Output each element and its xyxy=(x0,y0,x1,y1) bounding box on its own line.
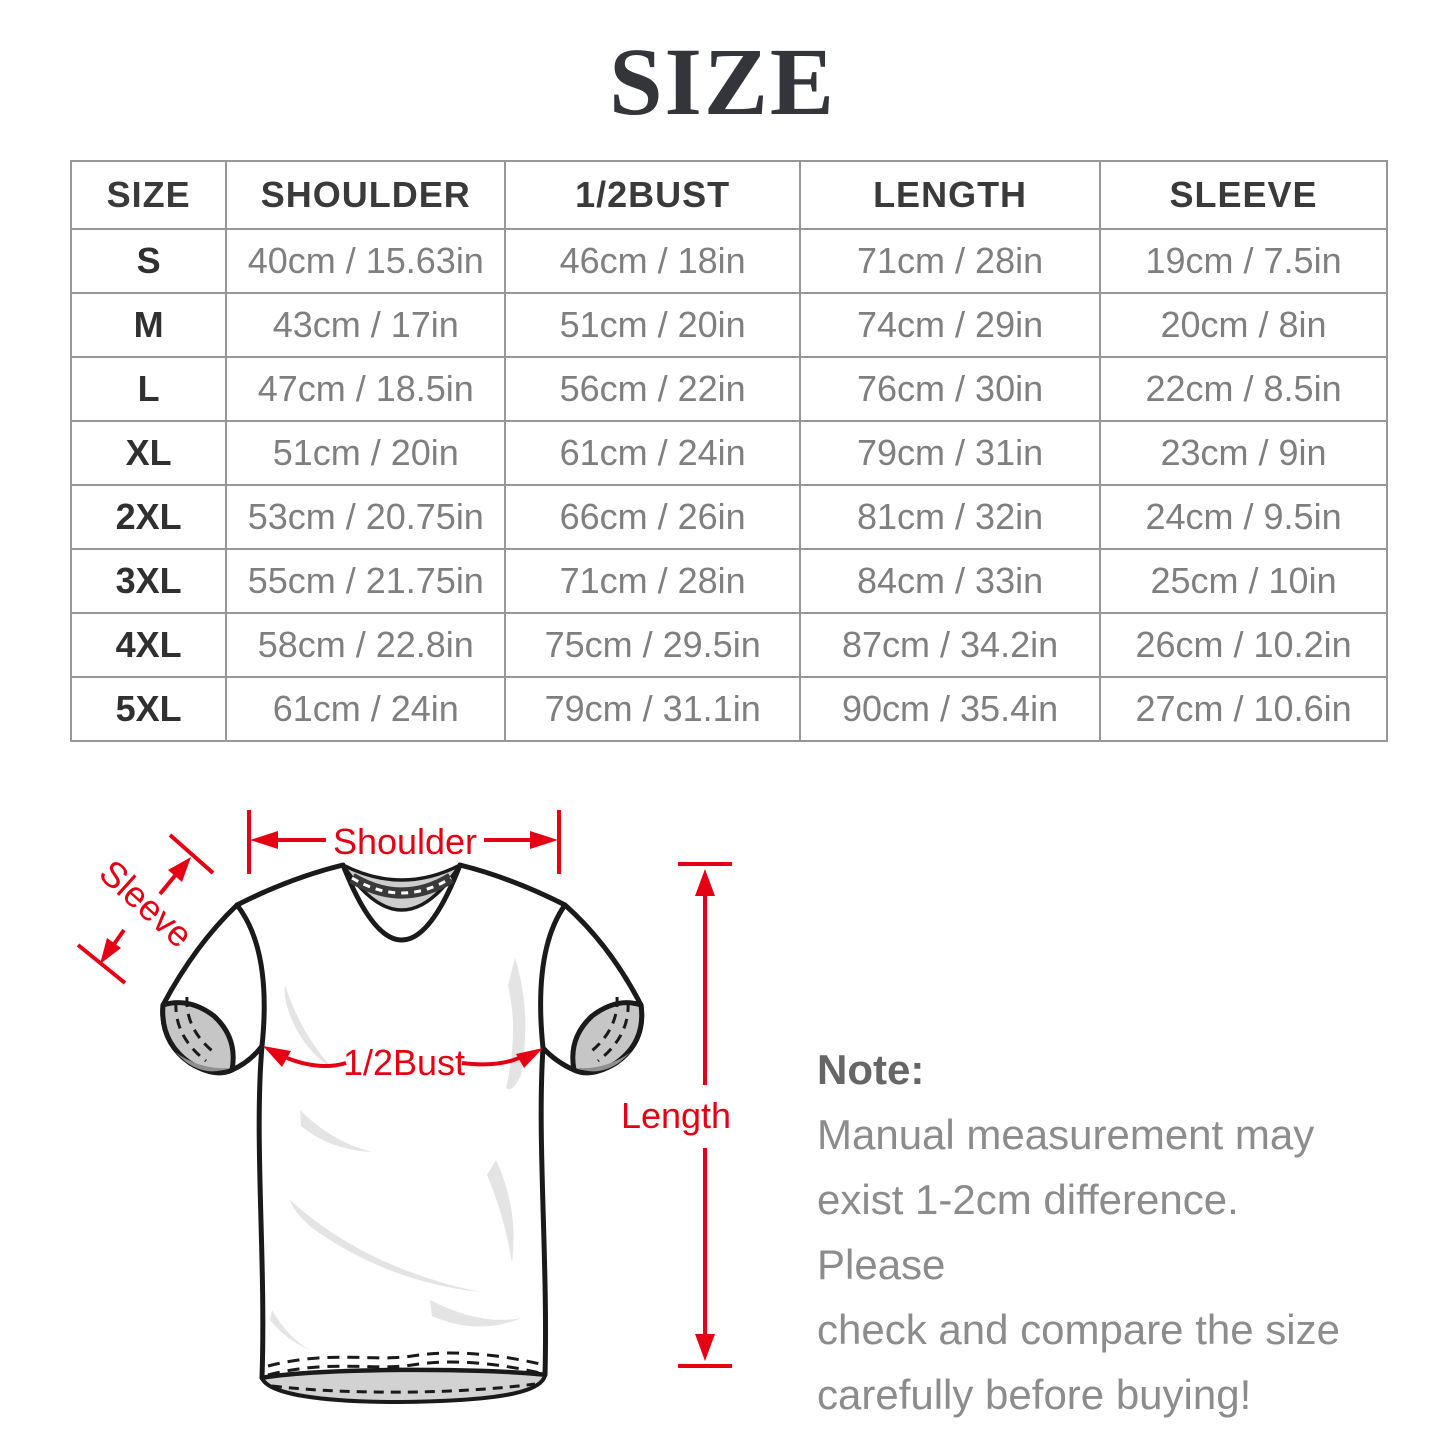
sleeve-value: 24cm / 9.5in xyxy=(1099,484,1388,550)
shoulder-value: 61cm / 24in xyxy=(225,676,507,742)
right-sleeve-cuff xyxy=(570,996,645,1076)
bust-value: 56cm / 22in xyxy=(504,356,802,422)
column-header-length: LENGTH xyxy=(799,160,1102,230)
shoulder-measure: Shoulder xyxy=(247,810,561,874)
sleeve-value: 23cm / 9in xyxy=(1099,420,1388,486)
size-label: S xyxy=(69,228,228,294)
table-row-s: S 40cm / 15.63in 46cm / 18in 71cm / 28in… xyxy=(69,228,1388,294)
length-measure: Length xyxy=(621,862,732,1368)
right-armhole-seam xyxy=(538,902,568,1051)
sleeve-value: 27cm / 10.6in xyxy=(1099,676,1388,742)
column-header-shoulder: SHOULDER xyxy=(225,160,507,230)
page-title: SIZE xyxy=(609,28,836,135)
note: Note: Manual measurement may exist 1-2cm… xyxy=(817,972,1377,1427)
bust-value: 61cm / 24in xyxy=(504,420,802,486)
sleeve-value: 25cm / 10in xyxy=(1099,548,1388,614)
bust-value: 51cm / 20in xyxy=(504,292,802,358)
table-header-row: SIZE SHOULDER 1/2BUST LENGTH SLEEVE xyxy=(69,160,1388,230)
length-value: 84cm / 33in xyxy=(799,548,1102,614)
table-row-4xl: 4XL 58cm / 22.8in 75cm / 29.5in 87cm / 3… xyxy=(69,612,1388,678)
sleeve-value: 19cm / 7.5in xyxy=(1099,228,1388,294)
length-value: 74cm / 29in xyxy=(799,292,1102,358)
table-row-2xl: 2XL 53cm / 20.75in 66cm / 26in 81cm / 32… xyxy=(69,484,1388,550)
shoulder-value: 43cm / 17in xyxy=(225,292,507,358)
table-row-m: M 43cm / 17in 51cm / 20in 74cm / 29in 20… xyxy=(69,292,1388,358)
shoulder-value: 51cm / 20in xyxy=(225,420,507,486)
tshirt-outline xyxy=(160,862,645,1381)
size-label: 3XL xyxy=(69,548,228,614)
size-label: XL xyxy=(69,420,228,486)
table-row-l: L 47cm / 18.5in 56cm / 22in 76cm / 30in … xyxy=(69,356,1388,422)
length-value: 81cm / 32in xyxy=(799,484,1102,550)
left-sleeve-cuff xyxy=(160,996,236,1076)
bust-value: 66cm / 26in xyxy=(504,484,802,550)
length-label: Length xyxy=(621,1095,731,1136)
note-label: Note: xyxy=(817,1046,925,1093)
bust-label: 1/2Bust xyxy=(343,1042,465,1083)
length-value: 87cm / 34.2in xyxy=(799,612,1102,678)
bust-value: 75cm / 29.5in xyxy=(504,612,802,678)
size-label: L xyxy=(69,356,228,422)
collar xyxy=(341,863,462,912)
sleeve-value: 26cm / 10.2in xyxy=(1099,612,1388,678)
size-label: 5XL xyxy=(69,676,228,742)
length-value: 79cm / 31in xyxy=(799,420,1102,486)
shoulder-value: 58cm / 22.8in xyxy=(225,612,507,678)
sleeve-value: 20cm / 8in xyxy=(1099,292,1388,358)
table-row-xl: XL 51cm / 20in 61cm / 24in 79cm / 31in 2… xyxy=(69,420,1388,486)
hem xyxy=(260,1351,547,1404)
table-row-5xl: 5XL 61cm / 24in 79cm / 31.1in 90cm / 35.… xyxy=(69,676,1388,742)
note-text: Manual measurement may exist 1-2cm diffe… xyxy=(817,1111,1340,1418)
table-row-3xl: 3XL 55cm / 21.75in 71cm / 28in 84cm / 33… xyxy=(69,548,1388,614)
shoulder-value: 53cm / 20.75in xyxy=(225,484,507,550)
shoulder-label: Shoulder xyxy=(333,821,477,862)
shoulder-value: 47cm / 18.5in xyxy=(225,356,507,422)
bust-value: 46cm / 18in xyxy=(504,228,802,294)
bust-value: 71cm / 28in xyxy=(504,548,802,614)
collar-stitch-dashes xyxy=(351,876,452,895)
length-value: 76cm / 30in xyxy=(799,356,1102,422)
bust-measure: 1/2Bust xyxy=(263,1042,543,1083)
size-label: 2XL xyxy=(69,484,228,550)
tshirt-drawing xyxy=(160,862,645,1404)
size-table: SIZE SHOULDER 1/2BUST LENGTH SLEEVE S 40… xyxy=(69,160,1388,742)
shoulder-value: 55cm / 21.75in xyxy=(225,548,507,614)
size-label: M xyxy=(69,292,228,358)
size-label: 4XL xyxy=(69,612,228,678)
shoulder-value: 40cm / 15.63in xyxy=(225,228,507,294)
sleeve-value: 22cm / 8.5in xyxy=(1099,356,1388,422)
length-value: 90cm / 35.4in xyxy=(799,676,1102,742)
column-header-size: SIZE xyxy=(69,160,228,230)
left-armhole-seam xyxy=(234,902,267,1049)
column-header-bust: 1/2BUST xyxy=(504,160,802,230)
bust-value: 79cm / 31.1in xyxy=(504,676,802,742)
hem-band xyxy=(260,1368,547,1404)
length-value: 71cm / 28in xyxy=(799,228,1102,294)
column-header-sleeve: SLEEVE xyxy=(1099,160,1388,230)
